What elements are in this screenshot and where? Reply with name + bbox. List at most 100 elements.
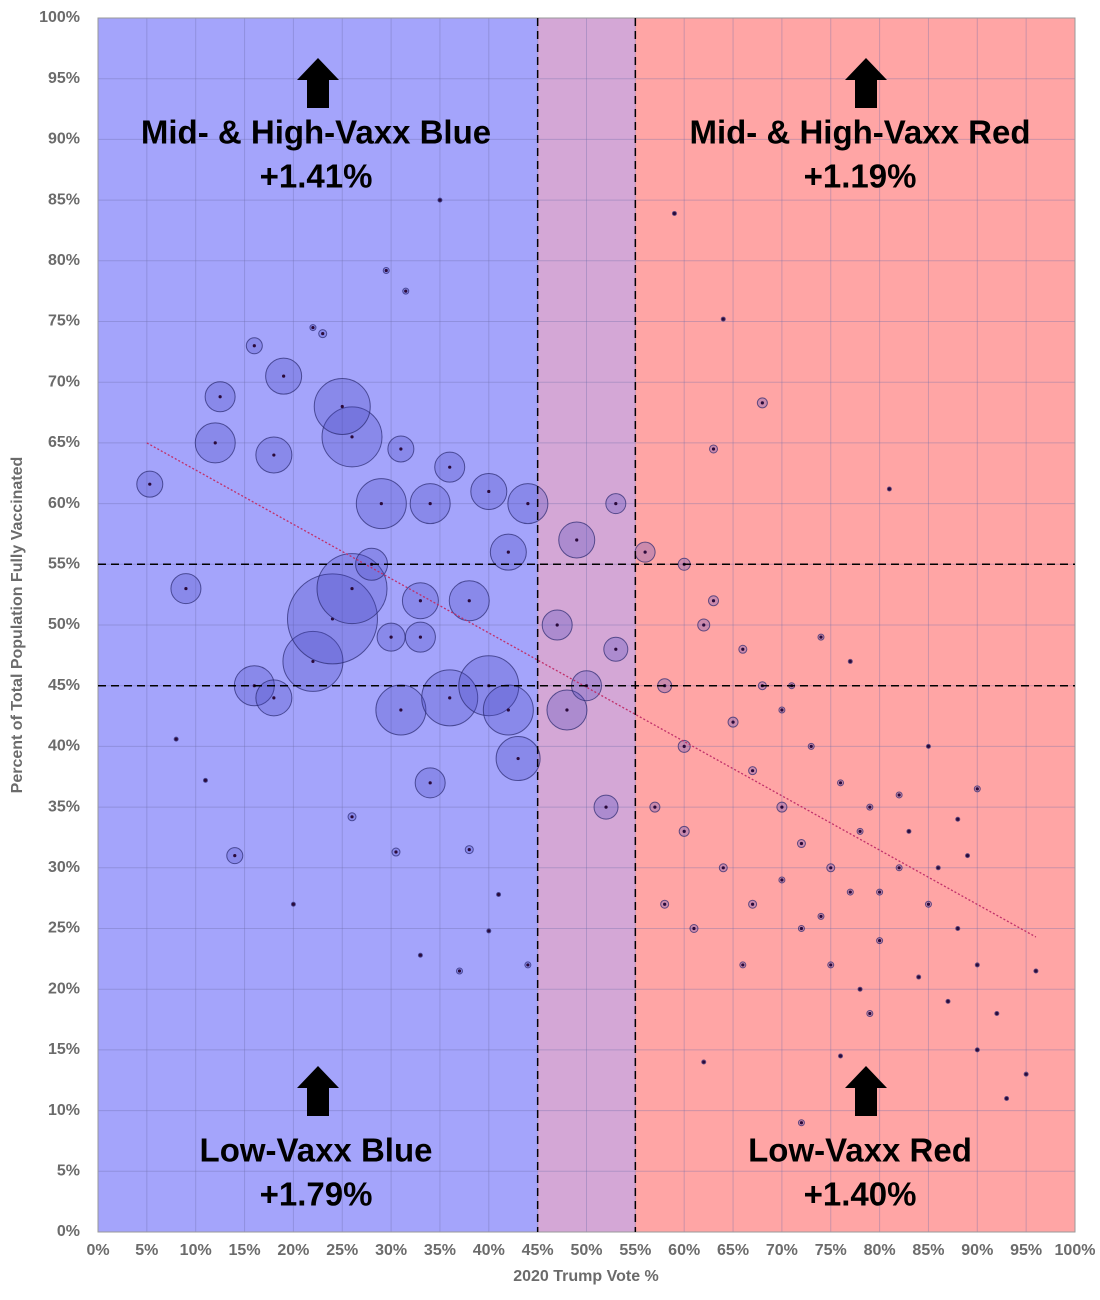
county-dot: [457, 969, 462, 973]
county-dot: [731, 720, 735, 724]
county-dot: [448, 696, 452, 700]
county-dot: [760, 401, 764, 405]
y-tick-label: 45%: [48, 677, 80, 694]
x-tick-label: 60%: [668, 1242, 700, 1259]
y-tick-label: 40%: [48, 738, 80, 755]
x-tick-label: 100%: [1055, 1242, 1096, 1259]
county-dot: [614, 647, 618, 651]
x-tick-label: 40%: [473, 1242, 505, 1259]
county-dot: [868, 805, 872, 809]
x-tick-label: 65%: [717, 1242, 749, 1259]
county-dot: [604, 805, 608, 809]
x-tick-label: 5%: [135, 1242, 158, 1259]
y-tick-label: 35%: [48, 798, 80, 815]
county-dot: [838, 1054, 843, 1058]
county-dot: [174, 737, 178, 741]
county-dot: [213, 441, 217, 445]
county-dot: [838, 781, 843, 785]
county-dot: [907, 829, 911, 833]
x-tick-label: 15%: [229, 1242, 261, 1259]
county-dot: [350, 586, 354, 591]
county-dot: [526, 963, 530, 967]
county-dot: [614, 502, 618, 506]
x-tick-label: 35%: [424, 1242, 456, 1259]
county-dot: [897, 793, 901, 797]
x-tick-label: 70%: [766, 1242, 798, 1259]
x-tick-label: 80%: [864, 1242, 896, 1259]
county-dot: [311, 325, 315, 330]
county-dot: [148, 482, 152, 486]
x-tick-label: 25%: [326, 1242, 358, 1259]
y-axis-title: Percent of Total Population Fully Vaccin…: [9, 457, 26, 794]
county-dot: [663, 902, 667, 906]
county-dot: [1024, 1072, 1028, 1076]
y-tick-label: 95%: [48, 70, 80, 87]
arrow-icon: [845, 1066, 887, 1116]
county-dot: [438, 198, 442, 202]
y-tick-label: 0%: [57, 1223, 80, 1240]
county-dot: [878, 939, 882, 943]
county-dot: [829, 866, 833, 870]
county-dot: [399, 708, 403, 712]
county-dot: [917, 975, 921, 979]
y-tick-label: 20%: [48, 980, 80, 997]
y-tick-label: 70%: [48, 373, 80, 390]
county-dot: [809, 744, 813, 749]
y-tick-label: 80%: [48, 252, 80, 269]
x-axis-title: 2020 Trump Vote %: [513, 1268, 659, 1285]
county-dot: [565, 708, 569, 712]
county-dot: [252, 344, 256, 348]
annotation-title: Low-Vaxx Red: [748, 1132, 972, 1169]
county-dot: [702, 623, 706, 627]
county-dot: [282, 374, 286, 378]
county-dot: [780, 805, 784, 809]
plot: [97, 17, 1076, 1233]
county-dot: [428, 502, 432, 506]
county-dot: [799, 926, 804, 931]
y-tick-label: 55%: [48, 556, 80, 573]
county-dot: [203, 778, 208, 782]
y-tick-label: 10%: [48, 1102, 80, 1119]
county-dot: [721, 866, 725, 870]
county-dot: [692, 926, 696, 931]
county-dot: [702, 1060, 706, 1064]
county-dot: [711, 599, 716, 603]
county-dot: [819, 635, 823, 639]
x-tick-label: 90%: [961, 1242, 993, 1259]
county-dot: [526, 502, 530, 506]
county-dot: [878, 890, 882, 894]
county-dot: [233, 854, 237, 858]
county-dot: [340, 404, 344, 409]
arrow-icon: [845, 58, 887, 108]
y-tick-label: 85%: [48, 191, 80, 208]
county-dot: [448, 465, 452, 469]
x-tick-label: 85%: [912, 1242, 944, 1259]
county-dot: [750, 769, 755, 773]
county-dot: [682, 744, 686, 749]
x-tick-label: 0%: [86, 1242, 109, 1259]
x-tick-label: 45%: [522, 1242, 554, 1259]
y-tick-label: 25%: [48, 920, 80, 937]
county-dot: [379, 502, 383, 506]
y-tick-label: 30%: [48, 859, 80, 876]
y-tick-label: 5%: [57, 1163, 80, 1180]
county-dot: [394, 850, 398, 854]
y-tick-label: 100%: [39, 9, 80, 26]
county-dot: [487, 929, 491, 933]
county-dot: [868, 1011, 872, 1016]
county-dot: [350, 435, 354, 439]
x-tick-label: 30%: [375, 1242, 407, 1259]
county-dot: [858, 987, 862, 991]
county-dot: [350, 815, 354, 819]
y-tick-label: 75%: [48, 313, 80, 330]
county-dot: [799, 1121, 804, 1125]
county-dot: [829, 963, 833, 967]
county-dot: [819, 914, 823, 918]
county-dot: [926, 902, 931, 906]
county-dot: [711, 447, 716, 451]
y-tick-label: 65%: [48, 434, 80, 451]
county-dot: [956, 817, 960, 821]
region: [98, 18, 538, 1232]
county-dot: [936, 866, 940, 870]
y-tick-label: 15%: [48, 1041, 80, 1058]
